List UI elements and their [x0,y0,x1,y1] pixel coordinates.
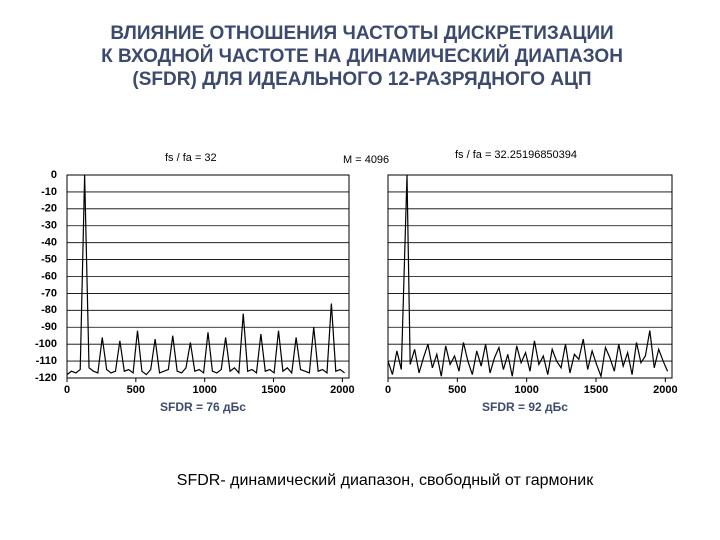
spectrum-line [387,174,669,379]
y-tick-label: -30 [41,220,57,232]
y-tick-label: -40 [41,237,57,249]
y-tick-label: -20 [41,203,57,215]
x-tick-label: 500 [448,384,466,396]
x-tick-label: 0 [64,384,70,396]
annotation: M = 4096 [343,154,389,166]
y-tick-label: -100 [35,338,57,350]
title-line: К ВХОДНОЙ ЧАСТОТЕ НА ДИНАМИЧЕСКИЙ ДИАПАЗ… [101,45,623,67]
y-tick-label: -120 [35,372,57,384]
y-tick-label: -70 [41,287,57,299]
y-tick-label: -90 [41,321,57,333]
x-tick-label: 1500 [584,384,608,396]
x-tick-label: 500 [127,384,145,396]
x-tick-label: 2000 [330,384,354,396]
x-axis-label: SFDR = 92 дБс [482,400,568,414]
subtitle: fs / fa = 32.25196850394 [455,149,577,161]
y-tick-label: -60 [41,270,57,282]
y-tick-label: 0 [51,169,57,181]
title-line: (SFDR) ДЛЯ ИДЕАЛЬНОГО 12-РАЗРЯДНОГО АЦП [132,69,591,90]
y-tick-label: -80 [41,304,57,316]
y-tick-label: -10 [41,186,57,198]
y-tick-label: -50 [41,253,57,265]
x-tick-label: 2000 [653,384,677,396]
x-tick-label: 1000 [514,384,538,396]
title-line: ВЛИЯНИЕ ОТНОШЕНИЯ ЧАСТОТЫ ДИСКРЕТИЗАЦИИ [110,23,613,44]
x-tick-label: 0 [385,384,391,396]
x-tick-label: 1500 [261,384,285,396]
subtitle: fs / fa = 32 [165,152,217,164]
spectrum-line [66,174,345,376]
y-tick-label: -110 [36,355,57,367]
caption: SFDR- динамический диапазон, свободный о… [177,472,594,489]
x-axis-label: SFDR = 76 дБс [160,400,246,414]
x-tick-label: 1000 [192,384,216,396]
